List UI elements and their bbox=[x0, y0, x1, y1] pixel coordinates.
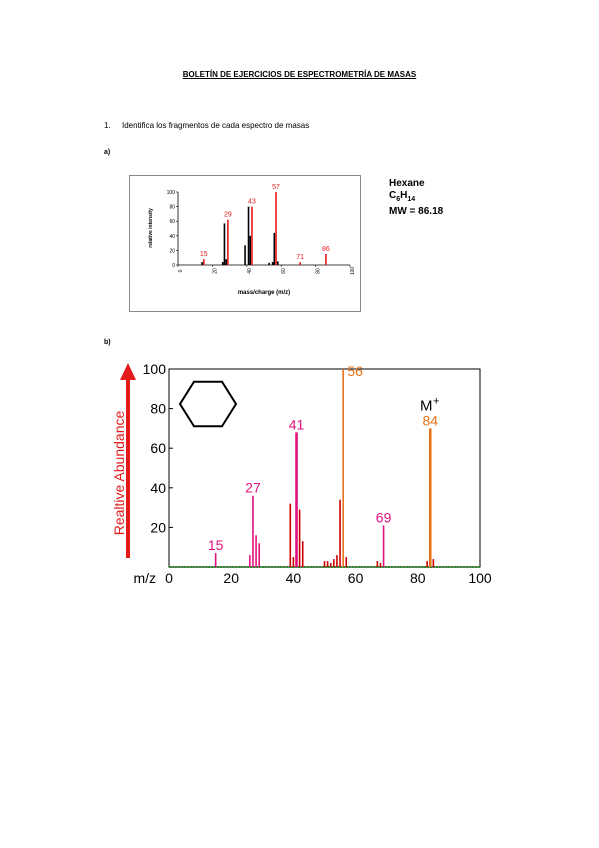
x-tick-label: 20 bbox=[212, 268, 218, 274]
x-tick-label: 40 bbox=[247, 268, 253, 274]
peak-bar bbox=[329, 563, 332, 567]
peak-bar bbox=[221, 262, 224, 265]
y-tick-label: 20 bbox=[150, 519, 166, 535]
y-tick-label: 0 bbox=[172, 263, 175, 269]
peak-bar bbox=[273, 232, 276, 265]
x-tick-label: 60 bbox=[281, 268, 287, 274]
y-tick-label: 60 bbox=[150, 440, 166, 456]
x-tick-label: 100 bbox=[350, 267, 356, 276]
peak-bar bbox=[379, 563, 382, 567]
peak-label: 56 bbox=[347, 363, 363, 379]
peak-bar bbox=[382, 525, 385, 567]
peak-bar bbox=[301, 541, 304, 567]
y-axis-title: relative intensity bbox=[148, 208, 154, 248]
peak-bar bbox=[432, 559, 435, 567]
x-tick-label: 0 bbox=[178, 269, 184, 272]
peak-bar bbox=[275, 192, 277, 265]
molecular-ion-label: M bbox=[420, 397, 433, 414]
peak-bar bbox=[426, 561, 428, 567]
molecular-weight: MW = 86.18 bbox=[389, 206, 444, 217]
peak-bar bbox=[214, 553, 217, 567]
peak-bar bbox=[225, 259, 227, 265]
peak-label: 84 bbox=[422, 412, 438, 428]
peak-bar bbox=[276, 261, 279, 265]
peak-label: 29 bbox=[224, 212, 232, 219]
peak-bar bbox=[289, 503, 292, 567]
y-tick-label: 100 bbox=[143, 361, 167, 377]
peak-bar bbox=[251, 206, 253, 265]
peak-bar bbox=[376, 561, 379, 567]
question-text: Identifica los fragmentos de cada espect… bbox=[122, 121, 310, 130]
peak-bar bbox=[295, 432, 298, 567]
question-1: 1. Identifica los fragmentos de cada espe… bbox=[104, 121, 309, 130]
peak-label: 15 bbox=[200, 251, 208, 258]
x-tick-label: 20 bbox=[223, 570, 239, 586]
peak-bar bbox=[345, 557, 348, 567]
document-title: BOLETÍN DE EJERCICIOS DE ESPECTROMETRÍA … bbox=[182, 70, 417, 79]
peak-label: 27 bbox=[245, 480, 261, 496]
peak-bar bbox=[292, 557, 295, 567]
x-tick-label: 80 bbox=[410, 570, 426, 586]
y-tick-label: 80 bbox=[150, 401, 166, 417]
peak-label: 57 bbox=[272, 184, 280, 191]
x-tick-label: 80 bbox=[316, 268, 322, 274]
peak-label: 41 bbox=[289, 416, 305, 432]
y-tick-label: 40 bbox=[150, 480, 166, 496]
peak-label: 15 bbox=[208, 537, 224, 553]
molecule-structure-icon bbox=[178, 380, 238, 428]
compound-name: Hexane bbox=[389, 178, 425, 189]
peak-bar bbox=[252, 495, 254, 567]
peak-bar bbox=[258, 543, 260, 567]
peak-bar bbox=[255, 535, 257, 567]
peak-label: 43 bbox=[248, 199, 256, 206]
peak-bar bbox=[299, 262, 301, 265]
compound-formula: C6H14 bbox=[389, 190, 416, 203]
y-tick-label: 40 bbox=[169, 234, 175, 240]
x-axis-title: m/z bbox=[133, 570, 156, 586]
peak-bar bbox=[333, 559, 335, 567]
peak-bar bbox=[323, 561, 326, 567]
peak-bar bbox=[339, 499, 341, 567]
peak-bar bbox=[223, 223, 226, 265]
label-a: a) bbox=[104, 149, 111, 156]
label-b: b) bbox=[104, 339, 111, 346]
peak-bar bbox=[249, 555, 251, 567]
peak-bar bbox=[342, 369, 344, 567]
peak-label: 71 bbox=[296, 254, 304, 261]
peak-bar bbox=[227, 219, 229, 265]
peak-bar bbox=[203, 259, 205, 265]
x-tick-label: 40 bbox=[286, 570, 302, 586]
peak-bar bbox=[268, 262, 270, 265]
question-number: 1. bbox=[104, 121, 111, 130]
y-tick-label: 60 bbox=[169, 219, 175, 225]
peak-bar bbox=[271, 262, 274, 265]
y-axis-title: Realtive Abundance bbox=[111, 411, 127, 536]
y-tick-label: 100 bbox=[167, 190, 176, 196]
y-tick-label: 20 bbox=[169, 248, 175, 254]
peak-bar bbox=[249, 235, 252, 265]
peak-bar bbox=[428, 428, 432, 567]
y-arrow-head-icon bbox=[120, 363, 136, 380]
peak-bar bbox=[298, 509, 301, 567]
spectrum-a-frame: 0 20 40 60 80 100 0 20 40 60 80 100 15 29 43 57 71 86 mass… bbox=[129, 175, 361, 312]
x-tick-label: 100 bbox=[468, 570, 492, 586]
x-tick-label: 0 bbox=[165, 570, 173, 586]
peak-bar bbox=[201, 262, 203, 265]
peak-bar bbox=[247, 206, 250, 265]
peak-bar bbox=[325, 254, 327, 265]
peak-bar bbox=[336, 555, 338, 567]
compound-info: Hexane C6H14 MW = 86.18 bbox=[389, 178, 443, 218]
spectrum-a-chart: 0 20 40 60 80 100 0 20 40 60 80 100 15 29 43 57 71 86 mass… bbox=[148, 184, 356, 296]
peak-bar bbox=[244, 245, 246, 265]
x-axis-title: mass/charge (m/z) bbox=[238, 290, 290, 296]
molecular-ion-charge: + bbox=[433, 395, 439, 407]
y-tick-label: 80 bbox=[169, 205, 175, 211]
x-tick-label: 60 bbox=[348, 570, 364, 586]
peak-label: 86 bbox=[322, 246, 330, 253]
spectrum-b-chart: 20 40 60 80 100 0 20 40 60 80 100 15 27 41 56 69 84M + Rea… bbox=[111, 361, 492, 586]
peak-label: 69 bbox=[376, 509, 392, 525]
peak-bar bbox=[326, 561, 329, 567]
